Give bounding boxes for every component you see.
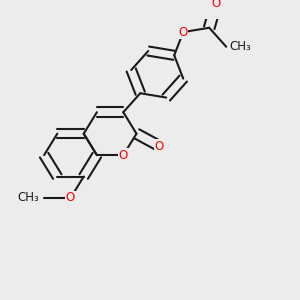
Text: CH₃: CH₃ bbox=[18, 191, 40, 205]
Text: CH₃: CH₃ bbox=[229, 40, 251, 53]
Text: O: O bbox=[212, 0, 221, 11]
Text: O: O bbox=[178, 26, 188, 39]
Text: O: O bbox=[155, 140, 164, 152]
Text: O: O bbox=[119, 148, 128, 162]
Text: O: O bbox=[66, 191, 75, 205]
